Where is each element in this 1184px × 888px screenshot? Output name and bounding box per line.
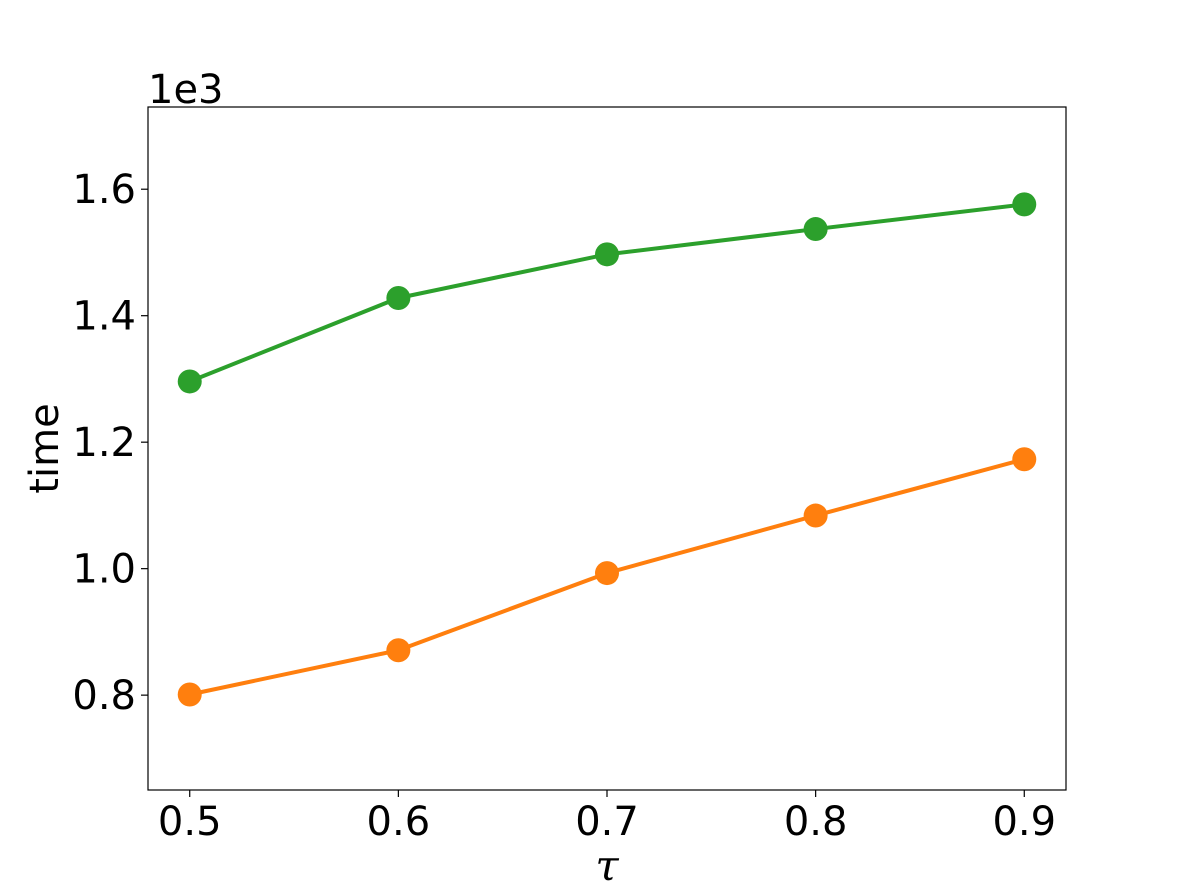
y-tick-label: 1.2 <box>72 420 136 466</box>
data-point <box>1012 192 1037 217</box>
series-1 <box>177 192 1037 394</box>
y-axis-ticks: 0.8 1.0 1.2 1.4 1.6 <box>72 167 148 719</box>
data-point <box>1012 447 1037 472</box>
y-axis-label: time <box>22 403 68 493</box>
data-point <box>177 682 202 707</box>
x-tick-label: 0.9 <box>992 799 1056 845</box>
y-tick-label: 1.6 <box>72 167 136 213</box>
plot-area-frame <box>147 106 1067 791</box>
x-tick-label: 0.6 <box>367 799 431 845</box>
y-tick-label: 1.0 <box>72 547 136 593</box>
y-axis-offset-label: 1e3 <box>148 67 224 113</box>
data-point <box>177 369 202 394</box>
data-point <box>386 638 411 663</box>
series-line <box>188 202 1025 384</box>
y-tick-label: 1.4 <box>72 294 136 340</box>
series-2 <box>177 447 1037 707</box>
data-point <box>595 561 619 586</box>
x-tick-label: 0.7 <box>575 799 639 845</box>
x-tick-label: 0.8 <box>784 799 848 845</box>
y-tick-label: 0.8 <box>72 673 136 719</box>
x-tick-label: 0.5 <box>158 799 222 845</box>
series-layer <box>177 192 1037 707</box>
data-point <box>595 242 619 267</box>
x-axis-label: τ <box>595 841 619 888</box>
x-axis-ticks: 0.5 0.6 0.7 0.8 0.9 <box>158 790 1056 845</box>
data-point <box>803 217 828 242</box>
data-point <box>386 285 411 310</box>
data-point <box>803 503 828 528</box>
